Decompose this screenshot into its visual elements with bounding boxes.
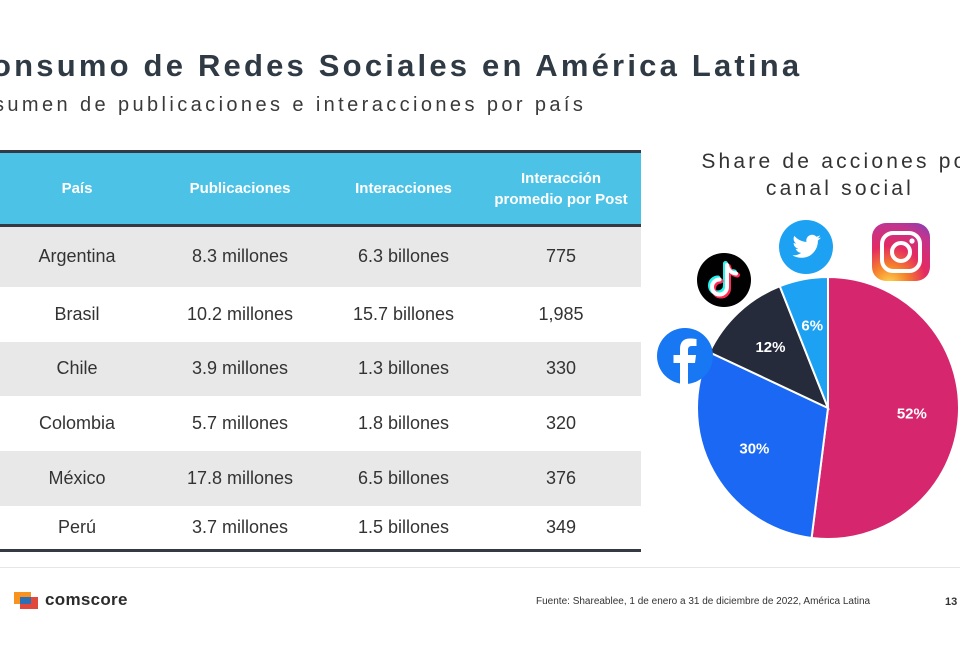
pie-label-instagram: 52% [897,405,927,422]
country-table: País Publicaciones Interacciones Interac… [0,150,641,552]
chart-title: Share de acciones por canal social [701,150,960,200]
table-cell: 8.3 millones [154,225,326,287]
table-row: Perú 3.7 millones 1.5 billones 349 [0,505,641,551]
table-cell: 10.2 millones [154,286,326,342]
column-header-avg-interaction: Interacción promedio por Post [481,151,641,227]
table-cell: 376 [481,450,641,506]
table-cell: 17.8 millones [154,450,326,506]
tiktok-logo-icon [697,253,751,307]
table-header-row: País Publicaciones Interacciones Interac… [0,151,641,227]
table-row: México 17.8 millones 6.5 billones 376 [0,450,641,506]
pie-label-twitter: 6% [801,317,823,334]
table-row: Argentina 8.3 millones 6.3 billones 775 [0,225,641,287]
facebook-logo-icon [657,328,713,384]
table-cell: 3.7 millones [154,505,326,551]
page-subtitle: sumen de publicaciones e interacciones p… [0,94,587,116]
brand-name: comscore [45,590,128,609]
pie-slice-instagram [810,275,960,540]
table-cell: 349 [481,505,641,551]
table-cell: 775 [481,225,641,287]
table-cell: 320 [481,395,641,451]
table-cell: 1.3 billones [326,341,481,396]
table-cell: 1,985 [481,286,641,342]
page-number: 13 [945,596,958,608]
table-cell: Chile [0,341,154,396]
table-row: Chile 3.9 millones 1.3 billones 330 [0,341,641,396]
table-cell: 6.3 billones [326,225,481,287]
footer-divider [0,567,960,568]
column-header-interactions: Interacciones [326,151,481,227]
instagram-logo-icon [872,223,930,281]
table-cell: Argentina [0,225,154,287]
table-cell: 6.5 billones [326,450,481,506]
table-row: Colombia 5.7 millones 1.8 billones 320 [0,395,641,451]
table-cell: 5.7 millones [154,395,326,451]
table-cell: Perú [0,505,154,551]
comscore-mark-icon [14,592,38,609]
table-cell: 15.7 billones [326,286,481,342]
pie-label-tiktok: 12% [755,339,785,356]
pie-label-facebook: 30% [739,440,769,457]
twitter-logo-icon [779,220,833,274]
table-cell: Colombia [0,395,154,451]
pie-slice-twitter [778,275,829,409]
table-cell: 1.8 billones [326,395,481,451]
table-row: Brasil 10.2 millones 15.7 billones 1,985 [0,286,641,342]
table-cell: 3.9 millones [154,341,326,396]
page-title: onsumo de Redes Sociales en América Lati… [0,48,803,83]
table-cell: México [0,450,154,506]
source-note: Fuente: Shareablee, 1 de enero a 31 de d… [536,596,871,607]
table-cell: Brasil [0,286,154,342]
table-cell: 330 [481,341,641,396]
column-header-country: País [0,151,154,227]
column-header-posts: Publicaciones [154,151,326,227]
table-cell: 1.5 billones [326,505,481,551]
